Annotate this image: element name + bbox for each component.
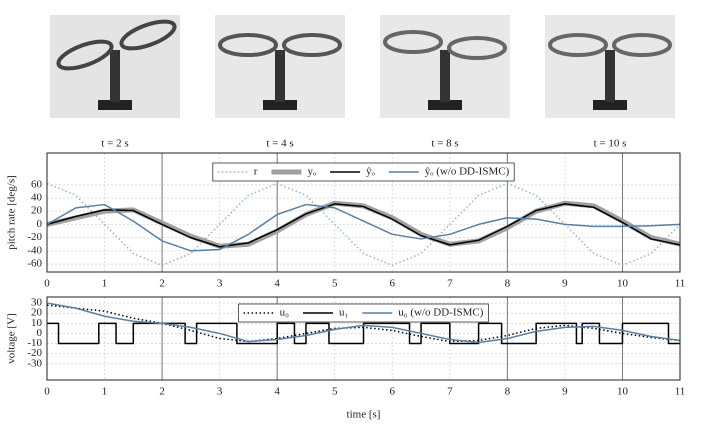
photo-row — [50, 15, 675, 118]
photo — [545, 15, 675, 118]
photo-caption: t = 4 s — [266, 138, 293, 150]
x-tick-label: 1 — [102, 386, 108, 398]
x-tick-label: 7 — [447, 278, 453, 290]
x-tick-label: 3 — [217, 278, 223, 290]
y-axis-label: pitch rate [deg/s] — [6, 175, 18, 250]
y-axis-label: voltage [V] — [6, 313, 18, 363]
legend-label: ŷₒ (w/o DD-ISMC) — [425, 166, 510, 178]
legend-label: ŷₒ — [366, 166, 375, 178]
x-tick-label: 7 — [447, 386, 453, 398]
x-tick-label: 3 — [217, 386, 223, 398]
x-tick-label: 2 — [159, 386, 165, 398]
y-tick-label: 0 — [37, 218, 43, 230]
x-tick-label: 9 — [562, 278, 568, 290]
legend: r yₒ ŷₒ ŷₒ (w/o DD-ISMC) — [212, 162, 515, 182]
x-tick-label: 9 — [562, 386, 568, 398]
legend-label: yₒ — [307, 166, 316, 178]
series-line — [46, 203, 681, 252]
x-tick-label: 5 — [332, 386, 338, 398]
x-tick-label: 0 — [44, 386, 50, 398]
y-tick-label: -10 — [27, 337, 42, 349]
x-tick-label: 8 — [505, 386, 511, 398]
series-line — [46, 302, 681, 344]
x-axis-label: time [s] — [347, 409, 381, 421]
y-tick-label: 30 — [31, 297, 43, 309]
x-tick-label: 8 — [505, 278, 511, 290]
photo — [50, 15, 180, 118]
photo-caption: t = 8 s — [431, 138, 458, 150]
series-line — [46, 203, 681, 248]
legend-label: u₀ (w/o DD-ISMC) — [398, 307, 483, 319]
photo — [215, 15, 345, 118]
y-tick-label: -20 — [27, 347, 42, 359]
photo — [380, 15, 510, 118]
x-tick-label: 1 — [102, 278, 108, 290]
y-tick-label: 10 — [31, 317, 43, 329]
x-tick-label: 11 — [675, 278, 686, 290]
y-tick-label: 0 — [37, 327, 43, 339]
x-tick-label: 6 — [390, 386, 396, 398]
y-tick-label: -30 — [27, 357, 42, 369]
x-tick-label: 10 — [617, 386, 629, 398]
x-tick-label: 4 — [274, 386, 280, 398]
y-tick-label: -20 — [27, 231, 42, 243]
plot-frame — [46, 296, 681, 381]
x-tick-label: 10 — [617, 278, 629, 290]
y-tick-label: -60 — [27, 258, 42, 270]
y-tick-label: 20 — [31, 205, 43, 217]
legend-box — [212, 162, 515, 182]
y-tick-label: 60 — [31, 178, 43, 190]
y-tick-label: 20 — [31, 307, 43, 319]
series-line — [46, 182, 681, 267]
x-tick-label: 6 — [390, 278, 396, 290]
x-tick-label: 2 — [159, 278, 165, 290]
x-tick-label: 5 — [332, 278, 338, 290]
legend-label: r — [254, 166, 258, 178]
photo-caption: t = 2 s — [101, 138, 128, 150]
legend-label: u₀ — [280, 307, 290, 319]
legend-label: u₁ — [339, 307, 349, 319]
y-tick-label: 40 — [31, 191, 43, 203]
photo-caption: t = 10 s — [594, 138, 627, 150]
plot-frame — [46, 152, 681, 273]
y-tick-label: -40 — [27, 244, 42, 256]
x-tick-label: 0 — [44, 278, 50, 290]
x-tick-label: 4 — [274, 278, 280, 290]
series-line — [47, 322, 680, 345]
x-tick-label: 11 — [675, 386, 686, 398]
legend: u₀ u₁ u₀ (w/o DD-ISMC) — [238, 303, 489, 323]
